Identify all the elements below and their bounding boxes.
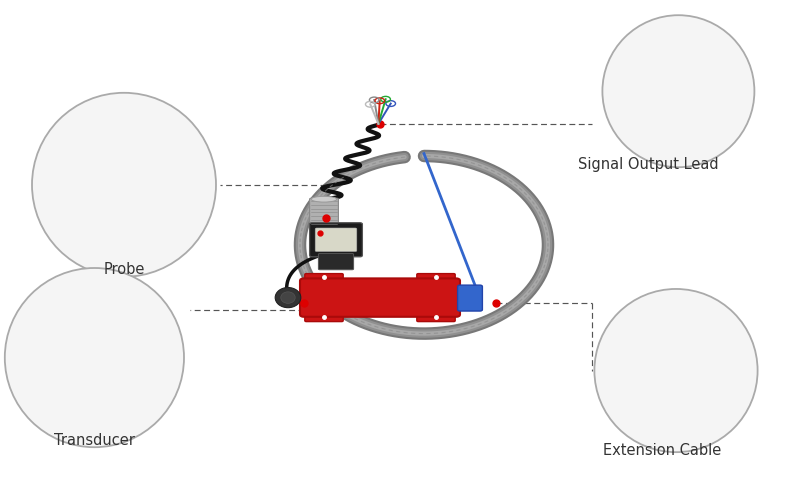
Text: Transducer: Transducer xyxy=(54,433,135,448)
Ellipse shape xyxy=(311,196,337,202)
FancyBboxPatch shape xyxy=(305,274,343,282)
FancyBboxPatch shape xyxy=(310,198,338,227)
FancyBboxPatch shape xyxy=(315,228,357,252)
Ellipse shape xyxy=(602,15,754,167)
FancyBboxPatch shape xyxy=(458,285,482,311)
Ellipse shape xyxy=(281,292,295,303)
Text: Probe: Probe xyxy=(103,262,145,276)
Text: Extension Cable: Extension Cable xyxy=(603,443,722,457)
Ellipse shape xyxy=(275,288,301,308)
FancyBboxPatch shape xyxy=(318,253,354,270)
FancyBboxPatch shape xyxy=(310,223,362,257)
FancyBboxPatch shape xyxy=(300,278,460,317)
Ellipse shape xyxy=(32,93,216,277)
FancyBboxPatch shape xyxy=(305,313,343,322)
Ellipse shape xyxy=(594,289,758,452)
FancyBboxPatch shape xyxy=(417,313,455,322)
Text: Signal Output Lead: Signal Output Lead xyxy=(578,157,718,172)
Ellipse shape xyxy=(5,268,184,447)
FancyBboxPatch shape xyxy=(417,274,455,282)
